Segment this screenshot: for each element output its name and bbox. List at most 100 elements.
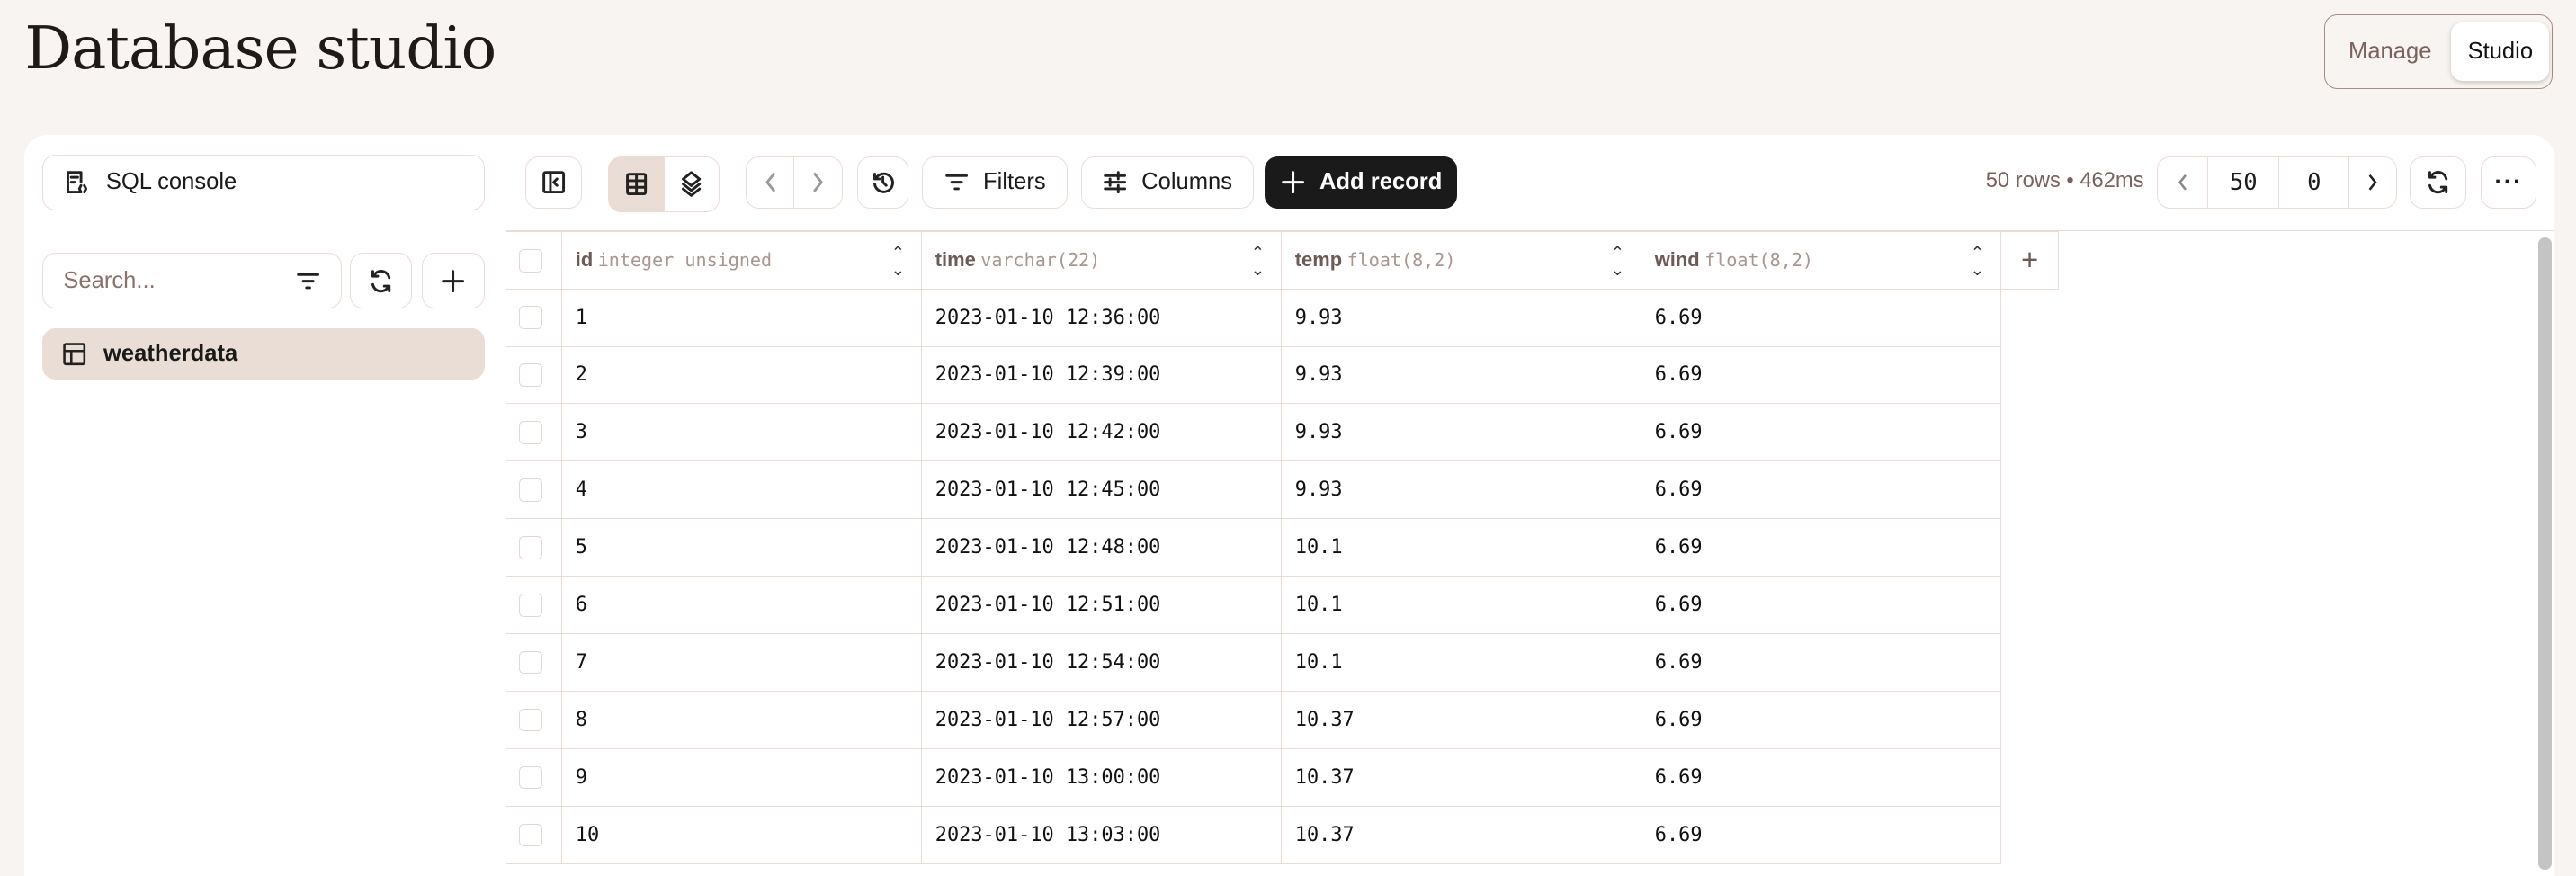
- cell-time[interactable]: 2023-01-10 12:54:00: [921, 633, 1283, 693]
- cell-wind[interactable]: 6.69: [1641, 403, 2002, 462]
- row-checkbox[interactable]: [519, 650, 542, 675]
- row-checkbox[interactable]: [519, 421, 542, 444]
- cell-time[interactable]: 2023-01-10 12:36:00: [921, 288, 1283, 347]
- cell-temp[interactable]: 10.37: [1281, 805, 1642, 864]
- history-button[interactable]: [857, 156, 909, 209]
- limit-input[interactable]: 50: [2208, 156, 2280, 208]
- sql-console-button[interactable]: SQL console: [42, 154, 485, 210]
- structure-view-button[interactable]: [663, 156, 720, 212]
- search-placeholder: Search...: [63, 267, 156, 293]
- cell-temp[interactable]: 9.93: [1281, 460, 1642, 520]
- next-page-button[interactable]: [2349, 157, 2396, 208]
- filters-button[interactable]: Filters: [921, 156, 1069, 209]
- cell-wind[interactable]: 6.69: [1641, 805, 2002, 864]
- table-view-button[interactable]: [607, 156, 666, 212]
- sort-icon[interactable]: ⌃ ⌄: [890, 243, 905, 279]
- search-input[interactable]: Search...: [42, 253, 342, 309]
- back-button[interactable]: [746, 156, 795, 209]
- cell-id[interactable]: 4: [561, 460, 923, 520]
- cell-temp[interactable]: 10.37: [1281, 747, 1642, 807]
- cell-id[interactable]: 2: [561, 345, 923, 405]
- cell-temp[interactable]: 10.1: [1281, 633, 1642, 693]
- offset-input[interactable]: 0: [2279, 156, 2350, 208]
- mode-studio[interactable]: Studio: [2451, 22, 2550, 82]
- sidebar-collapse-icon: [542, 171, 565, 194]
- sidebar-item-weatherdata[interactable]: weatherdata: [42, 328, 485, 380]
- row-checkbox[interactable]: [519, 306, 542, 329]
- cell-wind[interactable]: 6.69: [1641, 691, 2002, 749]
- table-row[interactable]: 3 2023-01-10 12:42:00 9.93 6.69: [505, 403, 2059, 462]
- cell-time[interactable]: 2023-01-10 12:48:00: [921, 518, 1283, 577]
- row-checkbox[interactable]: [519, 478, 542, 502]
- row-checkbox[interactable]: [519, 363, 542, 387]
- row-checkbox[interactable]: [519, 708, 542, 732]
- row-checkbox[interactable]: [519, 536, 542, 559]
- filter-icon[interactable]: [295, 268, 321, 294]
- vertical-scrollbar[interactable]: [2537, 237, 2552, 871]
- cell-time[interactable]: 2023-01-10 13:03:00: [921, 805, 1283, 864]
- add-column-button[interactable]: +: [2000, 230, 2060, 290]
- column-header-time[interactable]: time varchar(22) ⌃ ⌄: [921, 230, 1283, 290]
- table-row[interactable]: 5 2023-01-10 12:48:00 10.1 6.69: [505, 518, 2059, 577]
- cell-id[interactable]: 7: [561, 633, 923, 693]
- mode-manage[interactable]: Manage: [2348, 39, 2432, 65]
- add-record-button[interactable]: Add record: [1265, 156, 1458, 209]
- cell-time[interactable]: 2023-01-10 12:39:00: [921, 345, 1283, 405]
- cell-id[interactable]: 6: [561, 576, 923, 635]
- row-checkbox[interactable]: [519, 594, 542, 617]
- cell-wind[interactable]: 6.69: [1641, 345, 2002, 405]
- table-row[interactable]: 2 2023-01-10 12:39:00 9.93 6.69: [505, 345, 2059, 405]
- add-table-button[interactable]: [422, 253, 485, 309]
- columns-button[interactable]: Columns: [1080, 156, 1254, 209]
- query-status: 50 rows • 462ms: [1985, 169, 2144, 193]
- refresh-data-button[interactable]: [2410, 156, 2466, 209]
- table-row[interactable]: 9 2023-01-10 13:00:00 10.37 6.69: [505, 747, 2059, 807]
- table-row[interactable]: 8 2023-01-10 12:57:00 10.37 6.69: [505, 691, 2059, 749]
- table-row[interactable]: 4 2023-01-10 12:45:00 9.93 6.69: [505, 460, 2059, 520]
- refresh-tables-button[interactable]: [350, 253, 413, 309]
- cell-time[interactable]: 2023-01-10 12:45:00: [921, 460, 1283, 520]
- cell-wind[interactable]: 6.69: [1641, 633, 2002, 693]
- table-row[interactable]: 10 2023-01-10 13:03:00 10.37 6.69: [505, 805, 2059, 864]
- cell-wind[interactable]: 6.69: [1641, 460, 2002, 520]
- sort-icon[interactable]: ⌃ ⌄: [1970, 243, 1984, 279]
- row-select-cell: [505, 747, 563, 807]
- cell-temp[interactable]: 10.1: [1281, 576, 1642, 635]
- cell-id[interactable]: 5: [561, 518, 923, 577]
- table-row[interactable]: 7 2023-01-10 12:54:00 10.1 6.69: [505, 633, 2059, 693]
- row-select-cell: [505, 633, 563, 693]
- cell-temp[interactable]: 10.37: [1281, 691, 1642, 749]
- column-type: float(8,2): [1704, 249, 1813, 272]
- cell-wind[interactable]: 6.69: [1641, 288, 2002, 347]
- row-checkbox[interactable]: [519, 823, 542, 847]
- cell-wind[interactable]: 6.69: [1641, 576, 2002, 635]
- cell-id[interactable]: 1: [561, 288, 923, 347]
- cell-id[interactable]: 3: [561, 403, 923, 462]
- column-header-temp[interactable]: temp float(8,2) ⌃ ⌄: [1281, 230, 1642, 290]
- cell-id[interactable]: 8: [561, 691, 923, 749]
- sort-icon[interactable]: ⌃ ⌄: [1250, 243, 1265, 279]
- cell-time[interactable]: 2023-01-10 12:57:00: [921, 691, 1283, 749]
- forward-button[interactable]: [793, 156, 843, 209]
- cell-wind[interactable]: 6.69: [1641, 518, 2002, 577]
- table-row[interactable]: 1 2023-01-10 12:36:00 9.93 6.69: [505, 288, 2059, 347]
- row-checkbox[interactable]: [519, 765, 542, 790]
- table-row[interactable]: 6 2023-01-10 12:51:00 10.1 6.69: [505, 576, 2059, 635]
- select-all-checkbox[interactable]: [519, 249, 542, 273]
- cell-temp[interactable]: 9.93: [1281, 345, 1642, 405]
- sort-icon[interactable]: ⌃ ⌄: [1610, 243, 1624, 279]
- cell-time[interactable]: 2023-01-10 13:00:00: [921, 747, 1283, 807]
- cell-time[interactable]: 2023-01-10 12:51:00: [921, 576, 1283, 635]
- cell-id[interactable]: 10: [561, 805, 923, 864]
- cell-temp[interactable]: 9.93: [1281, 288, 1642, 347]
- cell-wind[interactable]: 6.69: [1641, 747, 2002, 807]
- cell-id[interactable]: 9: [561, 747, 923, 807]
- column-header-wind[interactable]: wind float(8,2) ⌃ ⌄: [1641, 230, 2002, 290]
- cell-temp[interactable]: 10.1: [1281, 518, 1642, 577]
- more-options-button[interactable]: ···: [2481, 156, 2537, 209]
- column-header-id[interactable]: id integer unsigned ⌃ ⌄: [561, 230, 923, 290]
- toggle-sidebar-button[interactable]: [525, 156, 582, 209]
- prev-page-button[interactable]: [2158, 156, 2208, 208]
- cell-time[interactable]: 2023-01-10 12:42:00: [921, 403, 1283, 462]
- cell-temp[interactable]: 9.93: [1281, 403, 1642, 462]
